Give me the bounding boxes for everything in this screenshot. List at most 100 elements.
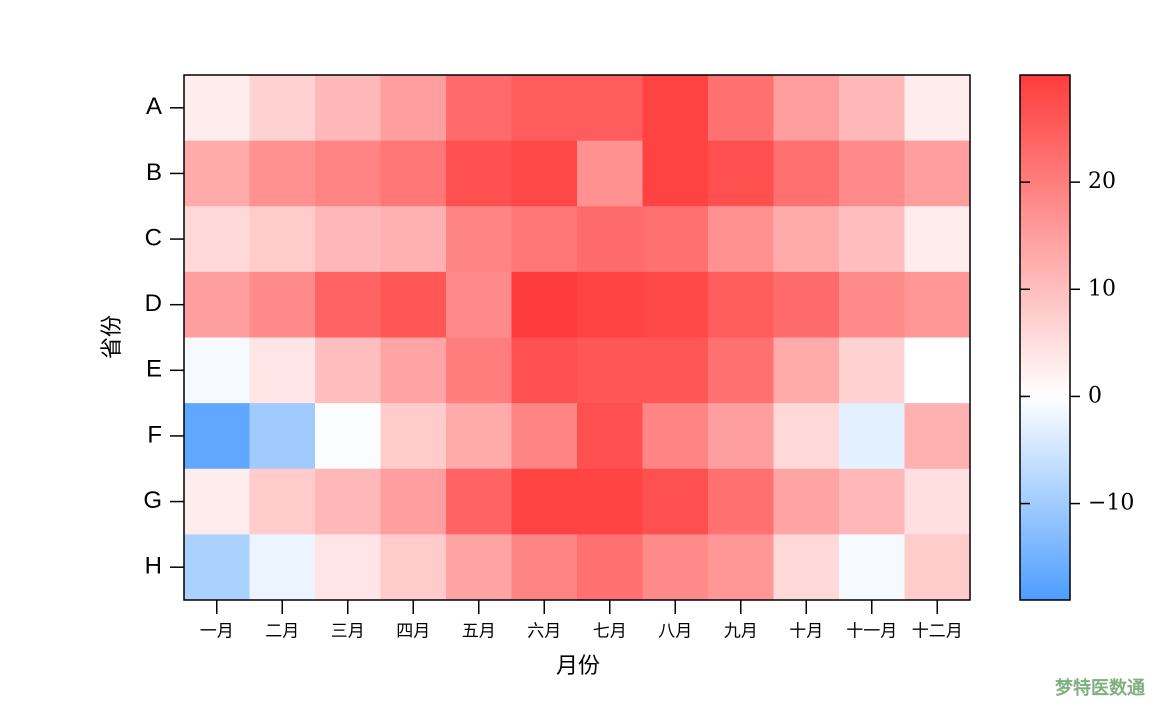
- heatmap-cell: [446, 468, 512, 535]
- heatmap-cell: [249, 337, 316, 404]
- heatmap-cell: [773, 271, 840, 338]
- heatmap-cell: [642, 206, 709, 273]
- heatmap-cell: [839, 271, 905, 338]
- heatmap-cell: [446, 271, 512, 338]
- heatmap-cell: [511, 337, 578, 404]
- y-tick-label: E: [146, 356, 162, 383]
- heatmap-cell: [446, 206, 512, 273]
- colorbar-tick-label: 20: [1088, 169, 1116, 194]
- heatmap-cell: [642, 140, 709, 207]
- heatmap-cell: [315, 468, 381, 535]
- heatmap-cell: [642, 534, 709, 601]
- heatmap-cell: [642, 468, 709, 535]
- y-tick-label: F: [147, 421, 162, 448]
- heatmap-cell: [839, 403, 905, 470]
- heatmap-cell: [708, 534, 774, 601]
- heatmap-cell: [446, 75, 512, 142]
- watermark: 梦特医数通: [1055, 677, 1145, 699]
- heatmap-cell: [708, 337, 774, 404]
- heatmap-cell: [511, 75, 578, 142]
- y-tick-label: C: [145, 224, 162, 251]
- heatmap-cell: [577, 271, 643, 338]
- heatmap-cell: [708, 206, 774, 273]
- heatmap-cell: [511, 403, 578, 470]
- heatmap-cell: [642, 403, 709, 470]
- plot-frame: [183, 74, 971, 601]
- heatmap-cell: [184, 206, 250, 273]
- x-axis-label: 月份: [556, 654, 600, 679]
- heatmap-cell: [380, 403, 447, 470]
- y-tick-label: A: [146, 93, 162, 120]
- heatmap-cell: [380, 534, 447, 601]
- heatmap-cell: [577, 206, 643, 273]
- heatmap-cell: [315, 140, 381, 207]
- heatmap-cell: [446, 534, 512, 601]
- x-tick-label: 九月: [724, 622, 758, 642]
- heatmap-cell: [839, 140, 905, 207]
- heatmap-cell: [773, 140, 840, 207]
- heatmap-cell: [773, 337, 840, 404]
- heatmap-cell: [708, 271, 774, 338]
- heatmap-cell: [315, 206, 381, 273]
- y-tick-label: H: [145, 553, 162, 580]
- heatmap-cell: [380, 140, 447, 207]
- heatmap-cell: [446, 337, 512, 404]
- heatmap-cell: [904, 337, 971, 404]
- heatmap-cell: [577, 140, 643, 207]
- heatmap-cell: [773, 403, 840, 470]
- heatmap-cell: [446, 403, 512, 470]
- x-tick-label: 二月: [265, 622, 299, 642]
- heatmap-cell: [773, 75, 840, 142]
- heatmap-cell: [839, 75, 905, 142]
- heatmap-cell: [577, 534, 643, 601]
- x-tick-label: 六月: [527, 622, 561, 642]
- colorbar: [1019, 74, 1071, 601]
- colorbar-tick-label: −10: [1088, 491, 1134, 516]
- heatmap-cell: [315, 337, 381, 404]
- heatmap-cell: [839, 206, 905, 273]
- heatmap-cell: [184, 403, 250, 470]
- heatmap-cell: [839, 468, 905, 535]
- heatmap-cell: [380, 337, 447, 404]
- heatmap-cell: [249, 271, 316, 338]
- heatmap-cell: [708, 140, 774, 207]
- y-tick-label: B: [146, 159, 162, 186]
- heatmap-cell: [773, 206, 840, 273]
- heatmap-cell: [904, 468, 971, 535]
- heatmap-cell: [642, 271, 709, 338]
- heatmap-cell: [511, 271, 578, 338]
- heatmap-cell: [184, 271, 250, 338]
- x-tick-label: 八月: [658, 622, 692, 642]
- x-tick-label: 七月: [593, 622, 627, 642]
- heatmap-cell: [184, 140, 250, 207]
- heatmap-cell: [904, 206, 971, 273]
- heatmap-cell: [184, 534, 250, 601]
- heatmap-cell: [249, 206, 316, 273]
- heatmap-cell: [315, 534, 381, 601]
- heatmap-cell: [315, 75, 381, 142]
- heatmap-cell: [708, 468, 774, 535]
- heatmap-cell: [315, 403, 381, 470]
- y-tick-label: G: [143, 487, 162, 514]
- heatmap-cell: [773, 534, 840, 601]
- heatmap-cell: [249, 534, 316, 601]
- heatmap-cell: [708, 75, 774, 142]
- x-tick-label: 十月: [789, 622, 823, 642]
- y-axis-label: 省份: [100, 315, 125, 359]
- heatmap-cell: [904, 140, 971, 207]
- heatmap-cell: [904, 403, 971, 470]
- heatmap-cell: [904, 271, 971, 338]
- x-tick-label: 十二月: [912, 622, 963, 642]
- x-tick-label: 三月: [331, 622, 365, 642]
- heatmap-cell: [249, 468, 316, 535]
- heatmap-cell: [577, 403, 643, 470]
- heatmap-cell: [839, 534, 905, 601]
- heatmap-cell: [511, 534, 578, 601]
- colorbar-tick-label: 10: [1088, 276, 1116, 301]
- heatmap-cell: [380, 206, 447, 273]
- heatmap-cell: [184, 337, 250, 404]
- heatmap-cell: [642, 337, 709, 404]
- heatmap-cell: [642, 75, 709, 142]
- heatmap-cell: [511, 140, 578, 207]
